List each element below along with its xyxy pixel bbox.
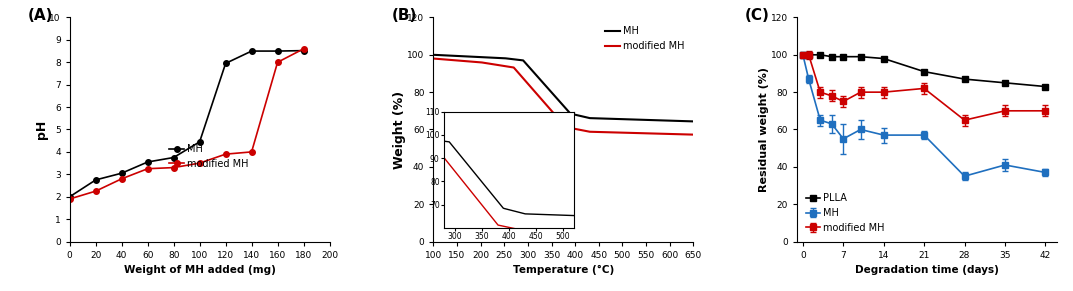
modified MH (650, 132, 663, 135)
modified MH (578, 129, 591, 132)
modified MH (271, 61, 284, 64)
Y-axis label: Residual weight (%): Residual weight (%) (760, 67, 769, 192)
modified MH (297, 47, 310, 51)
modified MH (687, 133, 700, 136)
Line: modified MH: modified MH (433, 58, 693, 135)
modified MH (193, 161, 206, 165)
modified MH (89, 189, 102, 193)
MH (297, 49, 310, 52)
MH (89, 178, 102, 182)
MH (142, 160, 155, 164)
Text: (B): (B) (392, 8, 417, 24)
MH (624, 118, 637, 121)
Text: (A): (A) (28, 8, 54, 24)
Legend: MH, modified MH: MH, modified MH (602, 22, 689, 55)
MH (219, 62, 232, 65)
Legend: MH, modified MH: MH, modified MH (165, 140, 252, 173)
Line: MH: MH (67, 48, 306, 200)
modified MH (624, 131, 637, 135)
modified MH (167, 166, 180, 169)
modified MH (245, 150, 258, 154)
Line: modified MH: modified MH (67, 46, 306, 202)
Line: MH: MH (433, 55, 693, 121)
modified MH (63, 197, 76, 201)
modified MH (219, 152, 232, 156)
MH (585, 116, 598, 120)
X-axis label: Weight of MH added (mg): Weight of MH added (mg) (123, 265, 276, 275)
MH (63, 195, 76, 198)
MH (578, 115, 591, 119)
modified MH (427, 57, 440, 60)
MH (193, 140, 206, 143)
MH (245, 49, 258, 53)
MH (167, 156, 180, 159)
modified MH (592, 130, 605, 134)
MH (115, 171, 128, 175)
modified MH (142, 167, 155, 171)
modified MH (443, 58, 456, 61)
Legend: PLLA, MH, modified MH: PLLA, MH, modified MH (802, 189, 888, 237)
Y-axis label: Weight (%): Weight (%) (393, 91, 406, 168)
X-axis label: Degradation time (days): Degradation time (days) (855, 265, 999, 275)
Text: (C): (C) (745, 8, 770, 24)
MH (592, 117, 605, 120)
modified MH (585, 130, 598, 134)
X-axis label: Temperature (°C): Temperature (°C) (513, 265, 614, 275)
MH (271, 49, 284, 53)
Y-axis label: pH: pH (34, 120, 48, 139)
MH (650, 118, 663, 122)
modified MH (115, 177, 128, 180)
MH (427, 53, 440, 56)
MH (443, 54, 456, 57)
MH (687, 120, 700, 123)
